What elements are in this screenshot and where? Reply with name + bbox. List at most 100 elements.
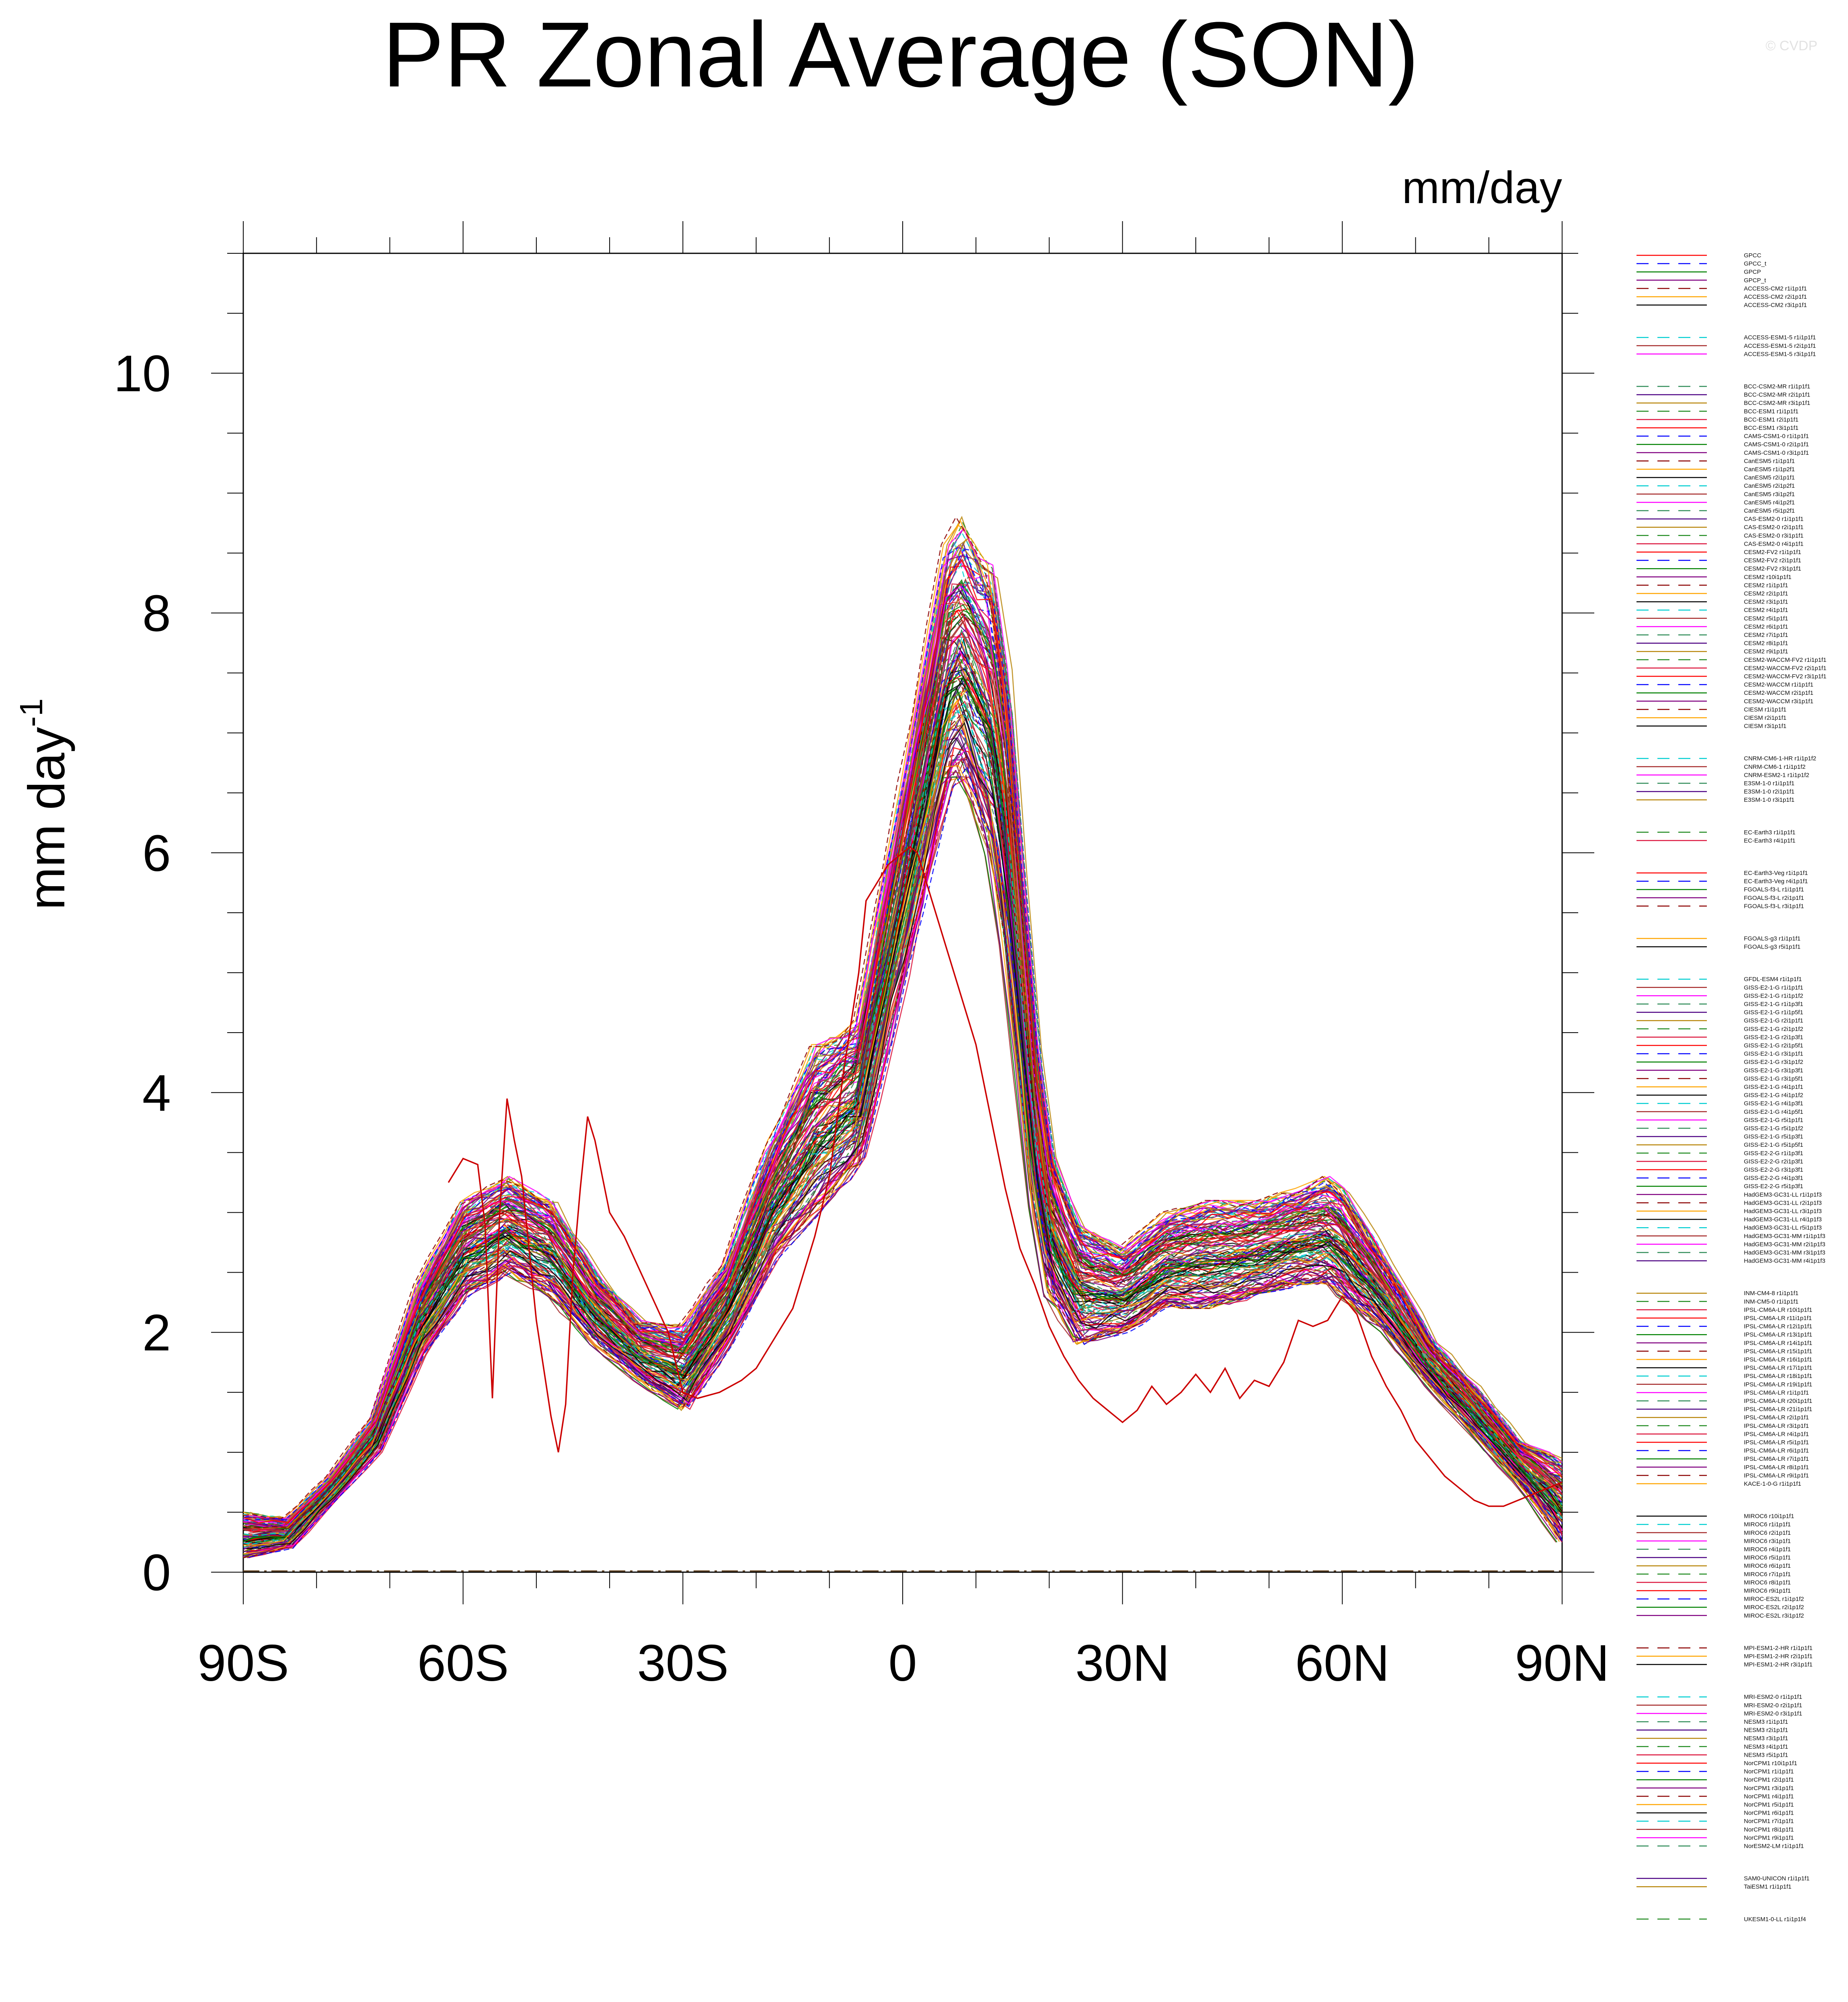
model-series-line (248, 588, 1563, 1530)
legend-entry: CESM2 r8i1p1f1 (1744, 640, 1788, 647)
legend-entry: BCC-ESM1 r1i1p1f1 (1744, 408, 1799, 415)
model-series-line (243, 629, 1563, 1537)
legend-entry: INM-CM4-8 r1i1p1f1 (1744, 1290, 1799, 1297)
model-series-line (245, 604, 1563, 1529)
legend-entry: GISS-E2-1-G r1i1p1f1 (1744, 984, 1803, 991)
model-series-line (243, 544, 1560, 1522)
legend-entry: GISS-E2-1-G r4i1p1f2 (1744, 1092, 1803, 1099)
model-series-line (244, 635, 1563, 1536)
model-series-line (243, 587, 1559, 1530)
legend-entry: GPCC_t (1744, 261, 1767, 267)
legend-entry: CIESM r1i1p1f1 (1744, 706, 1786, 713)
legend-entry: GISS-E2-1-G r1i1p1f2 (1744, 992, 1803, 999)
legend-entry: GISS-E2-1-G r2i1p5f1 (1744, 1042, 1803, 1049)
legend-entry: CAMS-CSM1-0 r2i1p1f1 (1744, 441, 1809, 448)
legend-entry: MIROC6 r4i1p1f1 (1744, 1546, 1791, 1553)
legend-entry: GISS-E2-1-G r4i1p3f1 (1744, 1100, 1803, 1107)
model-series-line (243, 590, 1562, 1527)
legend-entry: BCC-ESM1 r3i1p1f1 (1744, 425, 1799, 431)
legend-entry: ACCESS-CM2 r1i1p1f1 (1744, 285, 1807, 292)
legend-entry: GISS-E2-1-G r3i1p3f1 (1744, 1067, 1803, 1074)
legend-entry: IPSL-CM6A-LR r6i1p1f1 (1744, 1448, 1809, 1454)
model-series-line (245, 528, 1563, 1519)
legend-entry: HadGEM3-GC31-MM r4i1p1f3 (1744, 1258, 1825, 1265)
legend-entry: GPCP (1744, 269, 1761, 275)
model-series-line (243, 597, 1563, 1530)
legend-entry: GISS-E2-2-G r3i1p3f1 (1744, 1166, 1803, 1173)
legend-entry: CAMS-CSM1-0 r1i1p1f1 (1744, 433, 1809, 440)
model-series-line (249, 627, 1563, 1532)
legend-entry: MPI-ESM1-2-HR r3i1p1f1 (1744, 1661, 1813, 1668)
legend-entry: GISS-E2-2-G r5i1p3f1 (1744, 1183, 1803, 1190)
legend-entry: ACCESS-ESM1-5 r3i1p1f1 (1744, 351, 1816, 357)
legend-entry: CanESM5 r3i1p2f1 (1744, 491, 1795, 498)
legend-entry: ACCESS-ESM1-5 r1i1p1f1 (1744, 334, 1816, 341)
model-series-line (250, 576, 1563, 1525)
legend-entry: IPSL-CM6A-LR r13i1p1f1 (1744, 1331, 1812, 1338)
legend-entry: GISS-E2-1-G r4i1p5f1 (1744, 1109, 1803, 1115)
model-series-line (243, 544, 1557, 1525)
model-series-line (243, 636, 1555, 1532)
legend-entry: CanESM5 r5i1p2f1 (1744, 507, 1795, 514)
legend-entry: IPSL-CM6A-LR r5i1p1f1 (1744, 1439, 1809, 1446)
legend-entry: E3SM-1-0 r2i1p1f1 (1744, 788, 1795, 795)
y-tick-label: 8 (142, 585, 171, 643)
legend-entry: CAS-ESM2-0 r3i1p1f1 (1744, 532, 1803, 539)
legend-entry: GISS-E2-1-G r2i1p1f1 (1744, 1017, 1803, 1024)
legend-entry: NESM3 r5i1p1f1 (1744, 1751, 1788, 1758)
y-tick-label: 4 (142, 1064, 171, 1122)
legend-entry: CESM2 r5i1p1f1 (1744, 615, 1788, 622)
legend-entry: BCC-CSM2-MR r3i1p1f1 (1744, 400, 1810, 407)
model-series-line (247, 556, 1563, 1524)
legend-entry: ACCESS-CM2 r3i1p1f1 (1744, 302, 1807, 309)
x-tick-label: 30N (1075, 1634, 1170, 1692)
legend-entry: GISS-E2-1-G r3i1p1f1 (1744, 1051, 1803, 1057)
legend-entry: CESM2 r9i1p1f1 (1744, 648, 1788, 655)
legend-entry: ACCESS-ESM1-5 r2i1p1f1 (1744, 343, 1816, 349)
legend-entry: MIROC-ES2L r2i1p1f2 (1744, 1604, 1804, 1611)
model-series-line (243, 595, 1556, 1528)
y-axis-label-exponent: -1 (13, 698, 49, 727)
legend-entry: MIROC6 r1i1p1f1 (1744, 1521, 1791, 1528)
model-series-line (244, 522, 1563, 1519)
model-series-line (244, 674, 1563, 1542)
legend-entry: NorCPM1 r1i1p1f1 (1744, 1768, 1794, 1775)
model-series-line (245, 613, 1563, 1529)
legend-entry: IPSL-CM6A-LR r21i1p1f1 (1744, 1406, 1812, 1413)
legend-entry: NorCPM1 r5i1p1f1 (1744, 1801, 1794, 1808)
legend-entry: MIROC6 r7i1p1f1 (1744, 1571, 1791, 1578)
legend-entry: NESM3 r2i1p1f1 (1744, 1727, 1788, 1734)
legend-entry: CESM2 r3i1p1f1 (1744, 599, 1788, 606)
model-series-line (244, 620, 1563, 1532)
model-series-line (243, 756, 1560, 1556)
y-tick-label: 6 (142, 825, 171, 882)
model-series-line (243, 615, 1556, 1531)
legend-entry: GPCP_t (1744, 277, 1766, 284)
legend-entry: HadGEM3-GC31-MM r3i1p1f3 (1744, 1249, 1825, 1256)
model-series-line (243, 582, 1561, 1526)
reference-series (448, 846, 1563, 1507)
legend-entry: NorCPM1 r9i1p1f1 (1744, 1834, 1794, 1841)
legend-entry: BCC-CSM2-MR r1i1p1f1 (1744, 383, 1810, 390)
legend-entry: NorCPM1 r2i1p1f1 (1744, 1776, 1794, 1783)
legend-entry: E3SM-1-0 r1i1p1f1 (1744, 780, 1795, 787)
legend-entry: CIESM r3i1p1f1 (1744, 723, 1786, 730)
model-series-line (244, 515, 1563, 1519)
legend-entry: MPI-ESM1-2-HR r1i1p1f1 (1744, 1645, 1813, 1651)
legend-entry: CESM2-FV2 r3i1p1f1 (1744, 565, 1801, 572)
model-series-line (246, 722, 1563, 1549)
model-series-line (250, 538, 1563, 1522)
reference-series-line (448, 846, 1563, 1507)
y-tick-label: 10 (114, 345, 171, 402)
legend-entry: IPSL-CM6A-LR r20i1p1f1 (1744, 1398, 1812, 1404)
y-tick-label: 0 (142, 1544, 171, 1602)
legend-entry: IPSL-CM6A-LR r15i1p1f1 (1744, 1348, 1812, 1355)
x-tick-label: 0 (888, 1634, 917, 1692)
model-series-line (243, 593, 1559, 1530)
model-series-line (243, 583, 1561, 1527)
legend-entry: CESM2-FV2 r1i1p1f1 (1744, 549, 1801, 556)
legend-entry: MIROC6 r3i1p1f1 (1744, 1538, 1791, 1544)
model-series-line (244, 714, 1563, 1550)
legend-entry: E3SM-1-0 r3i1p1f1 (1744, 797, 1795, 803)
